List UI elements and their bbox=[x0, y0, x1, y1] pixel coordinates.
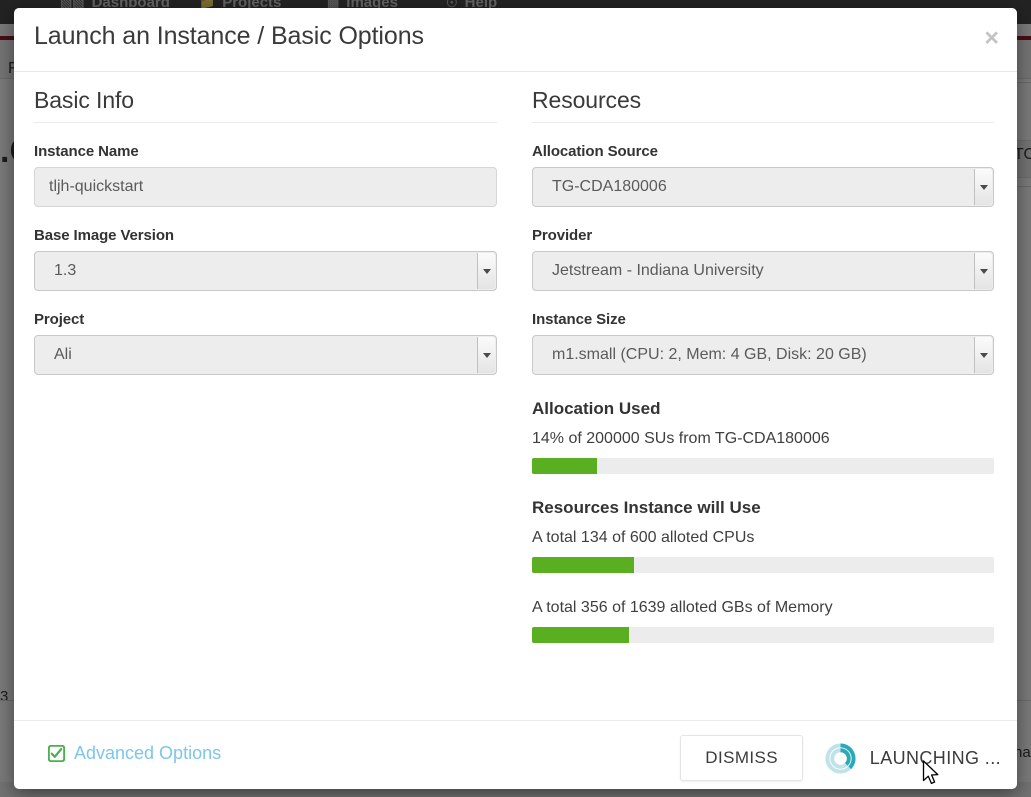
provider-select[interactable]: Jetstream - Indiana University bbox=[532, 251, 994, 291]
memory-usage-progress bbox=[532, 627, 994, 643]
launching-status: LAUNCHING ... bbox=[825, 743, 1001, 774]
chevron-down-icon[interactable] bbox=[974, 169, 992, 205]
basic-info-column: Basic Info Instance Name Base Image Vers… bbox=[34, 72, 497, 375]
chevron-down-icon[interactable] bbox=[477, 337, 495, 373]
modal-title: Launch an Instance / Basic Options bbox=[34, 22, 424, 50]
base-image-version-value: 1.3 bbox=[54, 262, 77, 279]
base-image-version-label: Base Image Version bbox=[34, 227, 174, 244]
memory-usage-description: A total 356 of 1639 alloted GBs of Memor… bbox=[532, 599, 833, 616]
provider-label: Provider bbox=[532, 227, 593, 244]
chevron-down-icon[interactable] bbox=[477, 253, 495, 289]
instance-size-value: m1.small (CPU: 2, Mem: 4 GB, Disk: 20 GB… bbox=[552, 346, 867, 363]
cpu-usage-description: A total 134 of 600 alloted CPUs bbox=[532, 529, 755, 546]
launch-instance-modal: Launch an Instance / Basic Options × Bas… bbox=[14, 8, 1017, 789]
allocation-used-heading: Allocation Used bbox=[532, 399, 661, 418]
field-project: Project Ali bbox=[34, 311, 497, 375]
resources-column: Resources Allocation Source TG-CDA180006… bbox=[532, 72, 994, 643]
advanced-options-toggle[interactable]: Advanced Options bbox=[48, 743, 221, 764]
instance-size-select[interactable]: m1.small (CPU: 2, Mem: 4 GB, Disk: 20 GB… bbox=[532, 335, 994, 375]
cpu-usage-progress bbox=[532, 557, 994, 573]
allocation-source-label: Allocation Source bbox=[532, 143, 658, 160]
base-image-version-select[interactable]: 1.3 bbox=[34, 251, 497, 291]
instance-name-input[interactable] bbox=[34, 167, 497, 207]
loading-spinner-icon bbox=[825, 743, 856, 774]
instance-will-use-heading: Resources Instance will Use bbox=[532, 498, 761, 517]
modal-body: Basic Info Instance Name Base Image Vers… bbox=[14, 72, 1017, 721]
advanced-options-label: Advanced Options bbox=[74, 743, 222, 763]
allocation-used-description: 14% of 200000 SUs from TG-CDA180006 bbox=[532, 430, 830, 447]
instance-name-label: Instance Name bbox=[34, 143, 139, 160]
project-select[interactable]: Ali bbox=[34, 335, 497, 375]
instance-size-label: Instance Size bbox=[532, 311, 626, 328]
basic-info-section-title: Basic Info bbox=[34, 72, 497, 123]
field-provider: Provider Jetstream - Indiana University bbox=[532, 227, 994, 291]
allocation-source-value: TG-CDA180006 bbox=[552, 178, 667, 195]
chevron-down-icon[interactable] bbox=[974, 253, 992, 289]
resources-section-title: Resources bbox=[532, 72, 994, 123]
field-instance-name: Instance Name bbox=[34, 143, 497, 207]
allocation-used-progress bbox=[532, 458, 994, 474]
memory-usage-progress-fill bbox=[532, 627, 630, 643]
modal-footer: Advanced Options DISMISS LAUNCHING ... bbox=[14, 720, 1017, 789]
chevron-down-icon[interactable] bbox=[974, 337, 992, 373]
allocation-used-progress-fill bbox=[532, 458, 597, 474]
checkbox-checked-icon bbox=[48, 745, 65, 762]
field-instance-size: Instance Size m1.small (CPU: 2, Mem: 4 G… bbox=[532, 311, 994, 375]
field-base-image-version: Base Image Version 1.3 bbox=[34, 227, 497, 291]
close-icon[interactable]: × bbox=[984, 24, 999, 52]
modal-header: Launch an Instance / Basic Options × bbox=[14, 8, 1017, 72]
field-allocation-source: Allocation Source TG-CDA180006 bbox=[532, 143, 994, 207]
launching-label: LAUNCHING ... bbox=[869, 748, 1001, 768]
allocation-source-select[interactable]: TG-CDA180006 bbox=[532, 167, 994, 207]
dismiss-button[interactable]: DISMISS bbox=[680, 735, 803, 781]
project-label: Project bbox=[34, 311, 85, 328]
provider-value: Jetstream - Indiana University bbox=[552, 262, 764, 279]
project-value: Ali bbox=[54, 346, 72, 363]
cpu-usage-progress-fill bbox=[532, 557, 634, 573]
